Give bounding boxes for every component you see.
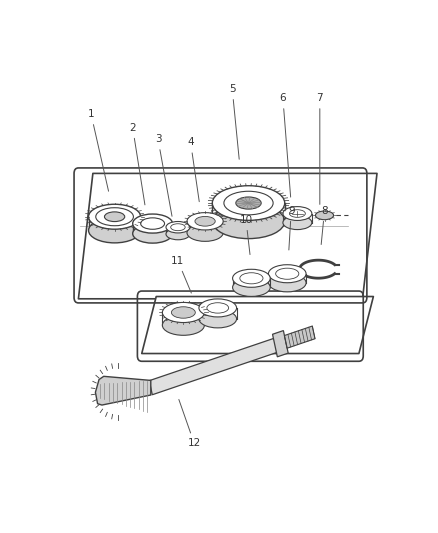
Text: 1: 1 xyxy=(88,109,108,191)
Ellipse shape xyxy=(162,315,204,335)
Polygon shape xyxy=(272,330,288,357)
Text: 12: 12 xyxy=(178,399,201,448)
Polygon shape xyxy=(141,296,373,353)
Ellipse shape xyxy=(95,208,133,226)
Text: 4: 4 xyxy=(187,138,199,201)
Ellipse shape xyxy=(212,204,284,239)
Ellipse shape xyxy=(132,224,172,243)
Ellipse shape xyxy=(170,224,185,231)
Ellipse shape xyxy=(140,218,164,229)
Ellipse shape xyxy=(171,307,195,318)
Ellipse shape xyxy=(206,303,228,313)
Ellipse shape xyxy=(132,214,172,233)
Ellipse shape xyxy=(212,185,284,220)
Ellipse shape xyxy=(232,269,270,287)
Polygon shape xyxy=(78,173,376,299)
Text: 11: 11 xyxy=(171,256,191,293)
Text: 6: 6 xyxy=(279,93,290,197)
Text: 9: 9 xyxy=(287,206,294,250)
Text: 10: 10 xyxy=(239,215,252,255)
Ellipse shape xyxy=(194,216,215,226)
Ellipse shape xyxy=(239,273,262,284)
Text: 2: 2 xyxy=(129,123,145,205)
Ellipse shape xyxy=(235,197,261,209)
Ellipse shape xyxy=(268,265,305,282)
Polygon shape xyxy=(149,337,280,395)
Text: 5: 5 xyxy=(228,84,239,159)
Ellipse shape xyxy=(198,299,236,317)
Ellipse shape xyxy=(282,216,311,230)
Ellipse shape xyxy=(268,274,305,292)
Text: 8: 8 xyxy=(321,206,327,245)
Ellipse shape xyxy=(289,209,305,217)
Text: 7: 7 xyxy=(316,93,322,204)
Ellipse shape xyxy=(104,212,124,222)
Ellipse shape xyxy=(166,222,190,233)
Ellipse shape xyxy=(315,211,333,220)
Ellipse shape xyxy=(275,268,298,279)
Ellipse shape xyxy=(223,191,272,215)
Ellipse shape xyxy=(232,278,270,296)
Ellipse shape xyxy=(198,310,236,328)
Polygon shape xyxy=(95,376,150,405)
Ellipse shape xyxy=(282,207,311,221)
Ellipse shape xyxy=(88,204,140,229)
Text: 3: 3 xyxy=(154,134,172,216)
Ellipse shape xyxy=(88,218,140,243)
Polygon shape xyxy=(284,326,314,348)
Ellipse shape xyxy=(187,224,223,241)
Ellipse shape xyxy=(162,302,204,322)
Ellipse shape xyxy=(166,228,190,240)
Ellipse shape xyxy=(187,213,223,230)
